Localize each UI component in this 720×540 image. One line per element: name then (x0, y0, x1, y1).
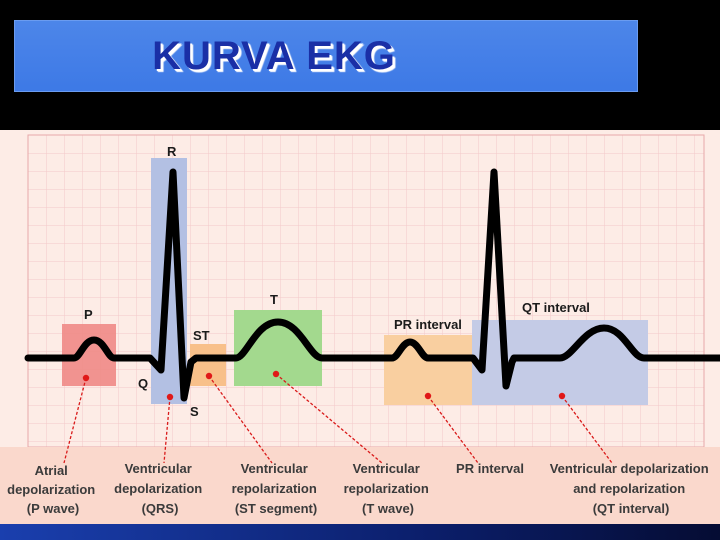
t-label: T (270, 292, 278, 307)
st-segment-box (190, 344, 226, 386)
t-wave-leader (275, 373, 383, 464)
caption-qt-interval: Ventricular depolarization and repolariz… (550, 461, 713, 516)
pr-interval-marker (424, 392, 432, 400)
qt-interval-label: QT interval (522, 300, 590, 315)
qrs-leader (163, 396, 171, 464)
qrs-marker (166, 393, 174, 401)
caption-qrs: Ventricular depolarization (QRS) (114, 461, 206, 516)
caption-st-segment: Ventricular repolarization (ST segment) (232, 461, 321, 516)
st-label: ST (193, 328, 210, 343)
bottom-accent-strip (0, 524, 720, 540)
ecg-trace (24, 168, 720, 402)
qt-interval-marker (558, 392, 566, 400)
pr-interval-leader (427, 395, 479, 464)
caption-p-wave: Atrial depolarization (P wave) (7, 463, 99, 516)
qt-interval-leader (561, 395, 613, 464)
t-wave-marker (272, 370, 280, 378)
page-title: KURVA EKG (152, 34, 396, 78)
r-label: R (167, 144, 177, 159)
st-segment-leader (208, 375, 273, 464)
s-label: S (190, 404, 199, 419)
caption-t-wave: Ventricular repolarization (T wave) (344, 461, 433, 516)
p-label: P (84, 307, 93, 322)
caption-pr-interval: PR interval (456, 461, 524, 476)
ekg-diagram: R P ST T Q S PR interval QT interval Atr… (0, 130, 720, 540)
q-label: Q (138, 376, 148, 391)
pr-interval-label: PR interval (394, 317, 462, 332)
p-wave-marker (82, 374, 90, 382)
st-segment-marker (205, 372, 213, 380)
title-bar: KURVA EKG (14, 20, 638, 92)
